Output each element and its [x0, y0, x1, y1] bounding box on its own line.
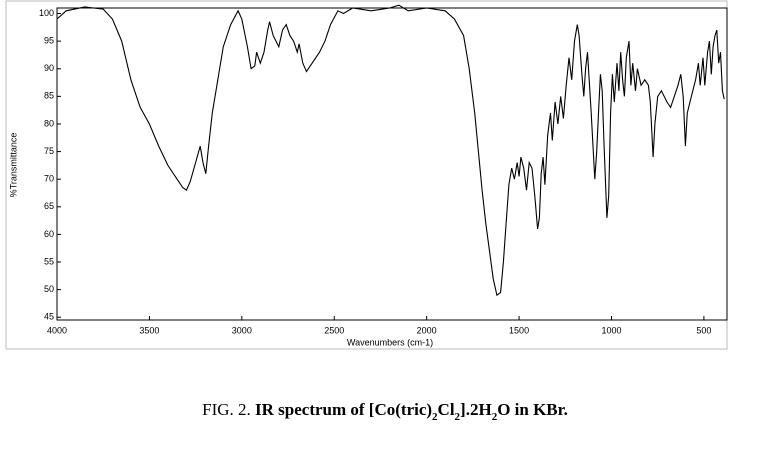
y-axis-label: %Transmittance	[8, 133, 18, 198]
y-tick-label: 100	[39, 8, 54, 18]
y-tick-label: 55	[44, 256, 54, 266]
caption: FIG. 2. IR spectrum of [Co(tric)2Cl2].2H…	[202, 400, 568, 423]
caption-subscript: 2	[432, 411, 438, 423]
y-tick-label: 60	[44, 229, 54, 239]
x-tick-label: 1000	[601, 325, 621, 335]
y-tick-label: 95	[44, 36, 54, 46]
x-tick-label: 1500	[509, 325, 529, 335]
x-tick-label: 500	[696, 325, 711, 335]
caption-segment: Cl	[438, 400, 455, 419]
x-axis-label: Wavenumbers (cm-1)	[347, 337, 433, 347]
y-tick-label: 75	[44, 146, 54, 156]
y-tick-label: 65	[44, 201, 54, 211]
caption-subscript: 2	[455, 411, 461, 423]
y-tick-label: 50	[44, 284, 54, 294]
y-tick-label: 90	[44, 63, 54, 73]
caption-label: FIG. 2.	[202, 400, 251, 419]
outer-frame	[5, 0, 728, 350]
caption-text: IR spectrum of [Co(tric)2Cl2].2H2O in KB…	[255, 400, 568, 423]
caption-subscript: 2	[492, 411, 498, 423]
x-tick-label: 4000	[47, 325, 67, 335]
caption-segment: O in KBr.	[497, 400, 568, 419]
x-tick-label: 2500	[324, 325, 344, 335]
y-tick-label: 45	[44, 312, 54, 322]
spectrum-line	[56, 4, 725, 297]
y-tick-label: 85	[44, 91, 54, 101]
x-tick-label: 3000	[232, 325, 252, 335]
caption-segment: ].2H	[460, 400, 492, 419]
y-tick-label: 80	[44, 118, 54, 128]
plot-frame	[56, 7, 728, 321]
y-tick-label: 70	[44, 174, 54, 184]
x-tick-label: 2000	[417, 325, 437, 335]
x-tick-label: 3500	[139, 325, 159, 335]
caption-segment: IR spectrum of [Co(tric)	[255, 400, 432, 419]
